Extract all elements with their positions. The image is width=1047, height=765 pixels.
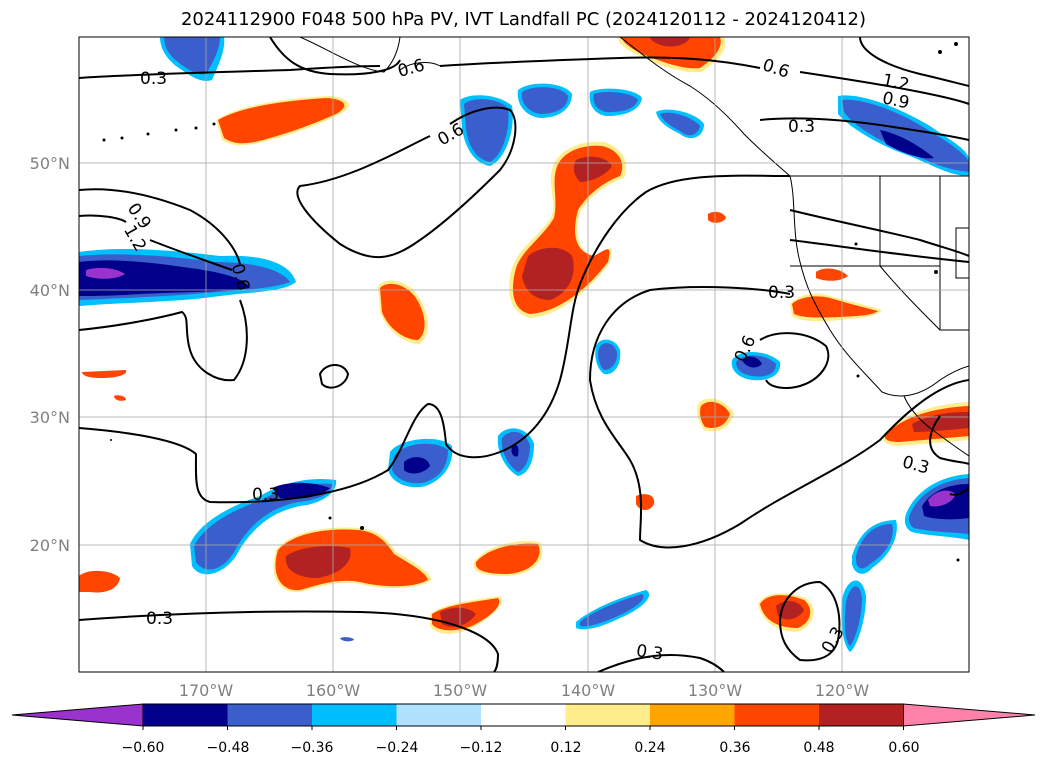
island-dots (102, 42, 960, 562)
gridlines (79, 37, 969, 672)
colorbar-bin (565, 704, 651, 726)
colorbar-tick-label: −0.48 (207, 740, 250, 756)
map-title: 2024112900 F048 500 hPa PV, IVT Landfall… (180, 9, 867, 30)
lon-tick-label: 150°W (433, 681, 488, 700)
colorbar-tick-label: 0.24 (634, 740, 665, 756)
colorbar-bin (227, 704, 313, 726)
contour-label: 0.3 (768, 283, 795, 303)
colorbar-tick-label: 0.48 (803, 740, 834, 756)
lon-tick-label: 120°W (815, 681, 870, 700)
contour-label: 0.3 (146, 609, 173, 629)
colorbar-frame (142, 703, 904, 727)
colorbar-tick-label: −0.12 (460, 740, 503, 756)
colorbar-bin (650, 704, 735, 726)
contour-label: 0.3 (635, 641, 665, 665)
colorbar-tick-labels: −0.60 −0.48 −0.36 −0.24 −0.12 0.12 0.24 … (122, 740, 920, 756)
latitude-tick-labels: 50°N 40°N 30°N 20°N (30, 154, 70, 555)
colorbar-tick-label: 0.36 (719, 740, 750, 756)
lat-tick-label: 50°N (30, 154, 70, 173)
contour-label: 0.3 (140, 69, 167, 89)
colorbar-tick-label: 0.60 (888, 740, 919, 756)
lon-tick-label: 170°W (179, 681, 234, 700)
lon-tick-label: 160°W (306, 681, 361, 700)
colorbar-tick-label: −0.36 (291, 740, 334, 756)
colorbar (11, 703, 1036, 730)
colorbar-bin (481, 704, 566, 726)
colorbar-tick-label: −0.60 (122, 740, 165, 756)
colorbar-extend-left (11, 703, 144, 727)
map-plot-area: 0.3 0.6 0.6 0.6 0.3 1.2 0.9 0.9 1.2 0.6 … (79, 37, 969, 672)
ivt-contours (79, 37, 969, 672)
colorbar-extend-right (903, 703, 1036, 727)
colorbar-bin (734, 704, 820, 726)
lat-tick-label: 40°N (30, 281, 70, 300)
lat-tick-label: 30°N (30, 408, 70, 427)
lon-tick-label: 140°W (561, 681, 616, 700)
colorbar-tick-label: 0.12 (550, 740, 581, 756)
longitude-tick-labels: 170°W 160°W 150°W 140°W 130°W 120°W (179, 681, 870, 700)
colorbar-bin (396, 704, 482, 726)
colorbar-bin (312, 704, 397, 726)
positive-pv-regions (79, 37, 969, 634)
lon-tick-label: 130°W (688, 681, 743, 700)
map-frame (78, 36, 970, 673)
colorbar-bin (143, 704, 228, 726)
colorbar-bin (819, 704, 904, 726)
contour-label: 0.3 (788, 117, 815, 137)
contour-label: 0.3 (252, 485, 279, 505)
colorbar-tick-label: −0.24 (376, 740, 419, 756)
lat-tick-label: 20°N (30, 536, 70, 555)
